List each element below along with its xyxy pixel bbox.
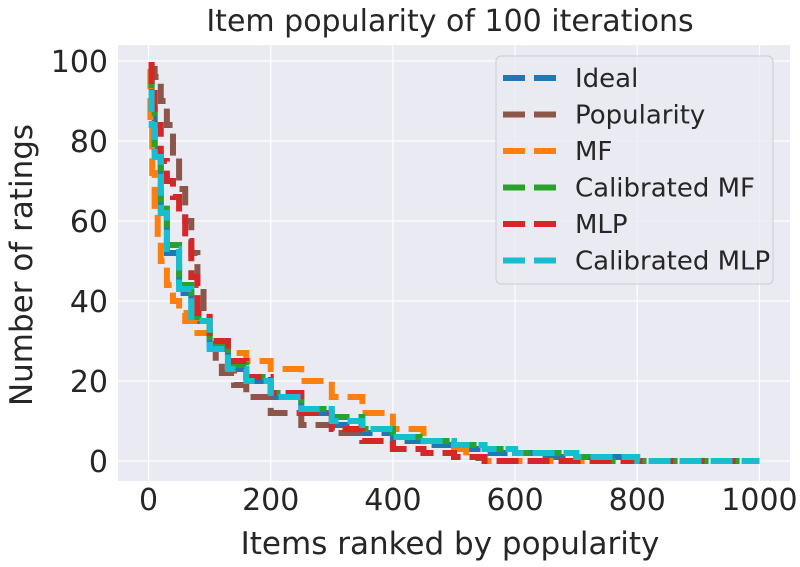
legend-label-mlp: MLP	[575, 210, 628, 240]
series-group	[147, 62, 760, 464]
x-tick-labels: 0 200 400 600 800 1000	[139, 483, 798, 518]
y-tick-label: 60	[70, 205, 108, 240]
legend-label-calibrated-mlp: Calibrated MLP	[575, 247, 770, 277]
y-tick-label: 80	[70, 125, 108, 160]
legend-label-calibrated-mf: Calibrated MF	[575, 174, 755, 204]
legend-label-ideal: Ideal	[575, 64, 638, 94]
x-tick-label: 0	[139, 483, 158, 518]
y-tick-label: 100	[51, 45, 108, 80]
legend-label-mf: MF	[575, 137, 612, 167]
x-tick-label: 1000	[721, 483, 797, 518]
y-tick-label: 20	[70, 365, 108, 400]
x-tick-label: 200	[242, 483, 299, 518]
y-tick-label: 0	[89, 445, 108, 480]
y-axis-label: Number of ratings	[4, 124, 40, 406]
legend: Ideal Popularity MF Calibrated MF MLP Calibra…	[495, 55, 774, 285]
x-tick-label: 400	[364, 483, 421, 518]
x-tick-label: 800	[609, 483, 666, 518]
legend-box	[495, 55, 774, 285]
y-tick-labels: 0 20 40 60 80 100	[51, 45, 108, 480]
series-line-mlp	[148, 62, 760, 464]
y-tick-label: 40	[70, 285, 108, 320]
series-line-mf	[147, 66, 760, 464]
series-line-calibrated-mlp	[148, 90, 760, 464]
x-tick-label: 600	[486, 483, 543, 518]
legend-label-popularity: Popularity	[575, 101, 705, 131]
chart-title: Item popularity of 100 iterations	[206, 4, 693, 39]
x-axis-label: Items ranked by popularity	[241, 526, 660, 562]
